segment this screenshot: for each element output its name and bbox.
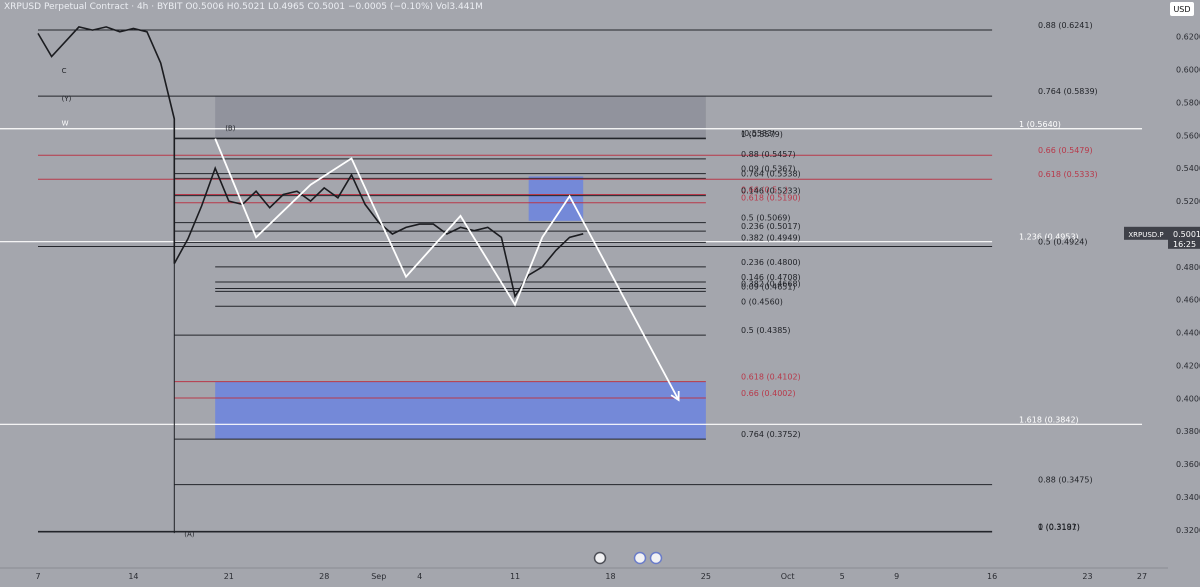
fib-level-label: 0 (0.3191) (1038, 522, 1080, 531)
fib-level-label: 0.382 (0.4949) (741, 233, 801, 242)
price-axis-background (1168, 0, 1200, 583)
fib-level-label: 1.236 (0.4953) (1019, 233, 1079, 242)
time-tick-label: Oct (781, 572, 795, 581)
time-tick-label: 9 (894, 572, 899, 581)
time-tick-label: 14 (128, 572, 138, 581)
fib-level-label: 0.66 (0.4002) (741, 389, 796, 398)
currency-badge-label: USD (1173, 5, 1190, 14)
fib-level-label: 0.88 (0.6241) (1038, 21, 1093, 30)
wave-label: (A) (184, 530, 195, 538)
volume-value: Vol3.441M (435, 2, 483, 12)
economic-event-icon (593, 551, 607, 565)
chart-legend-header: XRPUSD Perpetual Contract · 4h · BYBIT O… (4, 2, 483, 12)
economic-event-icon (633, 551, 647, 565)
fib-level-label: 0.382 (0.4668) (741, 280, 801, 289)
zone-box (528, 176, 584, 221)
elliott-wave-path (214, 138, 680, 401)
last-price-value: 0.5001 (1173, 230, 1200, 239)
plot-background (0, 0, 1168, 568)
fib-level-label: 0.09 (0.5367) (741, 165, 796, 174)
fib-level-label: (0.5583) (741, 129, 775, 138)
last-price-tag (1168, 226, 1200, 249)
open-value: O0.5006 (185, 2, 224, 12)
last-price-symbol: XRPUSD.P (1128, 231, 1163, 239)
fib-level-label: 0.66 (0.5479) (1038, 146, 1093, 155)
fib-level-label: 1.618 (0.3842) (1019, 415, 1079, 424)
currency-badge (1170, 2, 1194, 16)
high-value: H0.5021 (226, 2, 266, 12)
fib-level-label: 0.146 (0.5233) (741, 187, 801, 196)
time-tick-label: Sep (371, 572, 386, 581)
countdown-value: 16:25 (1173, 240, 1196, 249)
time-tick-label: 11 (510, 572, 520, 581)
last-price-symbol-tag (1124, 226, 1168, 240)
wave-label: W (62, 119, 69, 127)
fib-level-label: 1 (0.5640) (1019, 120, 1061, 129)
wave-label: (B) (225, 124, 236, 132)
fib-level-label: 0.5 (0.5069) (741, 214, 791, 223)
fib-level-label: 0.5 (0.4385) (741, 326, 791, 335)
time-tick-label: 27 (1137, 572, 1147, 581)
fib-level-label: 0 (0.4560) (741, 297, 783, 306)
zone-box (215, 381, 706, 440)
fib-level-label: 0.5 (0.4924) (1038, 237, 1088, 246)
fib-level-label: 0.618 (0.4102) (741, 373, 801, 382)
fib-level-label: 0.764 (0.5839) (1038, 87, 1098, 96)
time-tick-label: 28 (319, 572, 329, 581)
change-value: −0.0005 (−0.10%) (347, 2, 434, 12)
wave-label: C (62, 67, 67, 75)
time-tick-label: 16 (987, 572, 997, 581)
time-tick-label: 23 (1082, 572, 1092, 581)
fib-level-label: 0.146 (0.4708) (741, 273, 801, 282)
fib-level-label: 0.09 (0.4651) (741, 282, 796, 291)
fib-level-label: 0.618 (0.5333) (1038, 170, 1098, 179)
fib-level-label: 0.236 (0.4800) (741, 258, 801, 267)
fib-level-label: 0.764 (0.5338) (741, 169, 801, 178)
price-tick-label: 0.4800 (1176, 263, 1200, 272)
time-tick-label: 5 (840, 572, 845, 581)
projection-arrowhead (670, 390, 680, 402)
symbol-line: XRPUSD Perpetual Contract · 4h · BYBIT (4, 2, 183, 12)
fib-level-label: 1 (0.5579) (741, 130, 783, 139)
low-value: L0.4965 (267, 2, 305, 12)
fib-level-label: 0.764 (0.3752) (741, 430, 801, 439)
fib-level-label: 0.66 (0.5...) (741, 186, 788, 195)
time-tick-label: 7 (35, 572, 40, 581)
price-series-line (37, 26, 584, 299)
fib-level-label: 1 (0.3187) (1038, 523, 1080, 532)
fib-level-label: 0.88 (0.3475) (1038, 476, 1093, 485)
fib-level-label: 0.236 (0.5017) (741, 222, 801, 231)
economic-event-icon (649, 551, 663, 565)
time-tick-label: 4 (417, 572, 422, 581)
zone-box (215, 95, 706, 139)
time-tick-label: 21 (224, 572, 234, 581)
fib-level-label: 0.88 (0.5457) (741, 150, 796, 159)
time-tick-label: 25 (701, 572, 711, 581)
price-tick-label: 0.3200 (1176, 526, 1200, 535)
wave-label: (Y) (62, 95, 72, 103)
time-tick-label: 18 (605, 572, 615, 581)
fib-level-label: 0.618 (0.5190) (741, 194, 801, 203)
close-value: C0.5001 (307, 2, 346, 12)
